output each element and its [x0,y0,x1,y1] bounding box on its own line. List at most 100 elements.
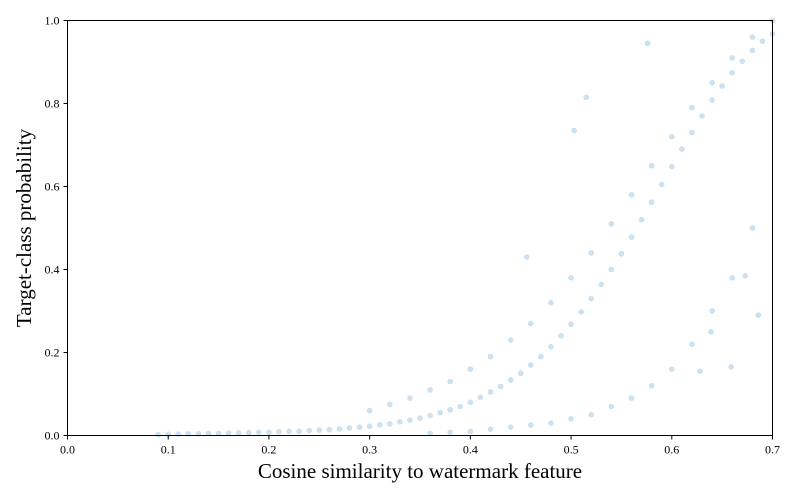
data-point [386,421,393,427]
data-point [668,366,675,372]
data-point [588,295,595,302]
data-point [588,250,595,256]
data-point [235,430,242,436]
data-point [447,378,454,385]
data-point [749,34,756,40]
data-point [467,366,474,372]
data-point [719,83,725,89]
data-point [648,162,655,169]
data-point [709,97,715,104]
data-point [689,129,695,136]
data-point [376,421,383,428]
data-point [628,234,635,240]
data-point [608,221,615,227]
data-point [286,428,292,435]
x-axis: 0.0 0.1 0.2 0.3 0.4 0.5 0.6 0.7 [60,435,780,457]
data-point [527,422,534,428]
data-point [571,127,577,134]
data-point [648,199,655,206]
x-tick-label: 0.4 [463,443,478,457]
data-point [668,133,675,140]
data-point [742,272,749,279]
y-tick-label: 0.0 [45,429,60,443]
data-point [356,424,363,431]
x-tick-label: 0.7 [765,443,780,457]
data-point [447,406,454,413]
data-point [689,341,695,348]
data-point [245,429,252,436]
data-point [417,415,423,421]
data-point [583,94,590,101]
x-tick-label: 0.5 [564,443,579,457]
data-point [598,281,605,288]
y-tick-label: 0.6 [45,180,60,194]
data-point [407,395,413,401]
data-point [578,308,584,315]
data-point [467,428,474,435]
y-axis: 0.0 0.2 0.4 0.6 0.8 1.0 [45,14,68,443]
data-point [729,274,736,281]
data-point [507,424,514,431]
data-point [386,401,393,408]
data-point [467,399,474,406]
data-points-layer [155,17,776,438]
data-point [523,254,530,260]
data-point [618,250,625,257]
data-point [729,55,736,61]
data-point [477,394,484,401]
x-tick-label: 0.3 [362,443,377,457]
data-point [366,423,373,430]
data-point [548,343,554,350]
data-point [256,429,262,436]
data-point [679,146,685,152]
data-point [697,368,703,375]
data-point [527,320,534,327]
data-point [225,430,232,436]
data-point [538,353,544,360]
data-point [366,407,373,414]
data-point [346,425,353,431]
data-point [548,299,554,306]
data-point [729,69,736,76]
data-point [638,216,645,223]
data-point [749,225,756,231]
data-point [658,181,665,188]
data-point [558,333,564,339]
data-point [487,426,494,433]
data-point [487,353,494,360]
data-point [548,420,554,426]
y-tick-label: 1.0 [45,14,60,28]
data-point [507,377,514,383]
data-point [709,308,715,314]
data-point [749,47,756,54]
data-point [689,104,695,111]
data-point [427,430,433,437]
data-point [336,426,343,432]
data-point [517,370,524,377]
data-point [608,403,615,410]
data-point [326,426,333,433]
data-point [628,191,635,198]
data-point [568,416,574,422]
data-point [708,328,714,335]
data-point [608,266,615,273]
plot-frame [67,20,773,436]
data-point [427,412,433,419]
data-point [709,79,715,86]
y-tick-label: 0.4 [45,263,60,277]
data-point [527,362,534,368]
data-point [628,395,635,401]
data-point [497,383,504,390]
data-point [276,428,282,435]
data-point [568,321,574,328]
data-point [447,429,454,436]
data-point [296,428,302,435]
x-tick-label: 0.1 [161,443,176,457]
data-point [407,417,413,423]
data-point [728,364,735,370]
data-point [588,411,595,418]
data-point [457,403,464,410]
data-point [699,113,705,119]
data-point [215,430,222,437]
